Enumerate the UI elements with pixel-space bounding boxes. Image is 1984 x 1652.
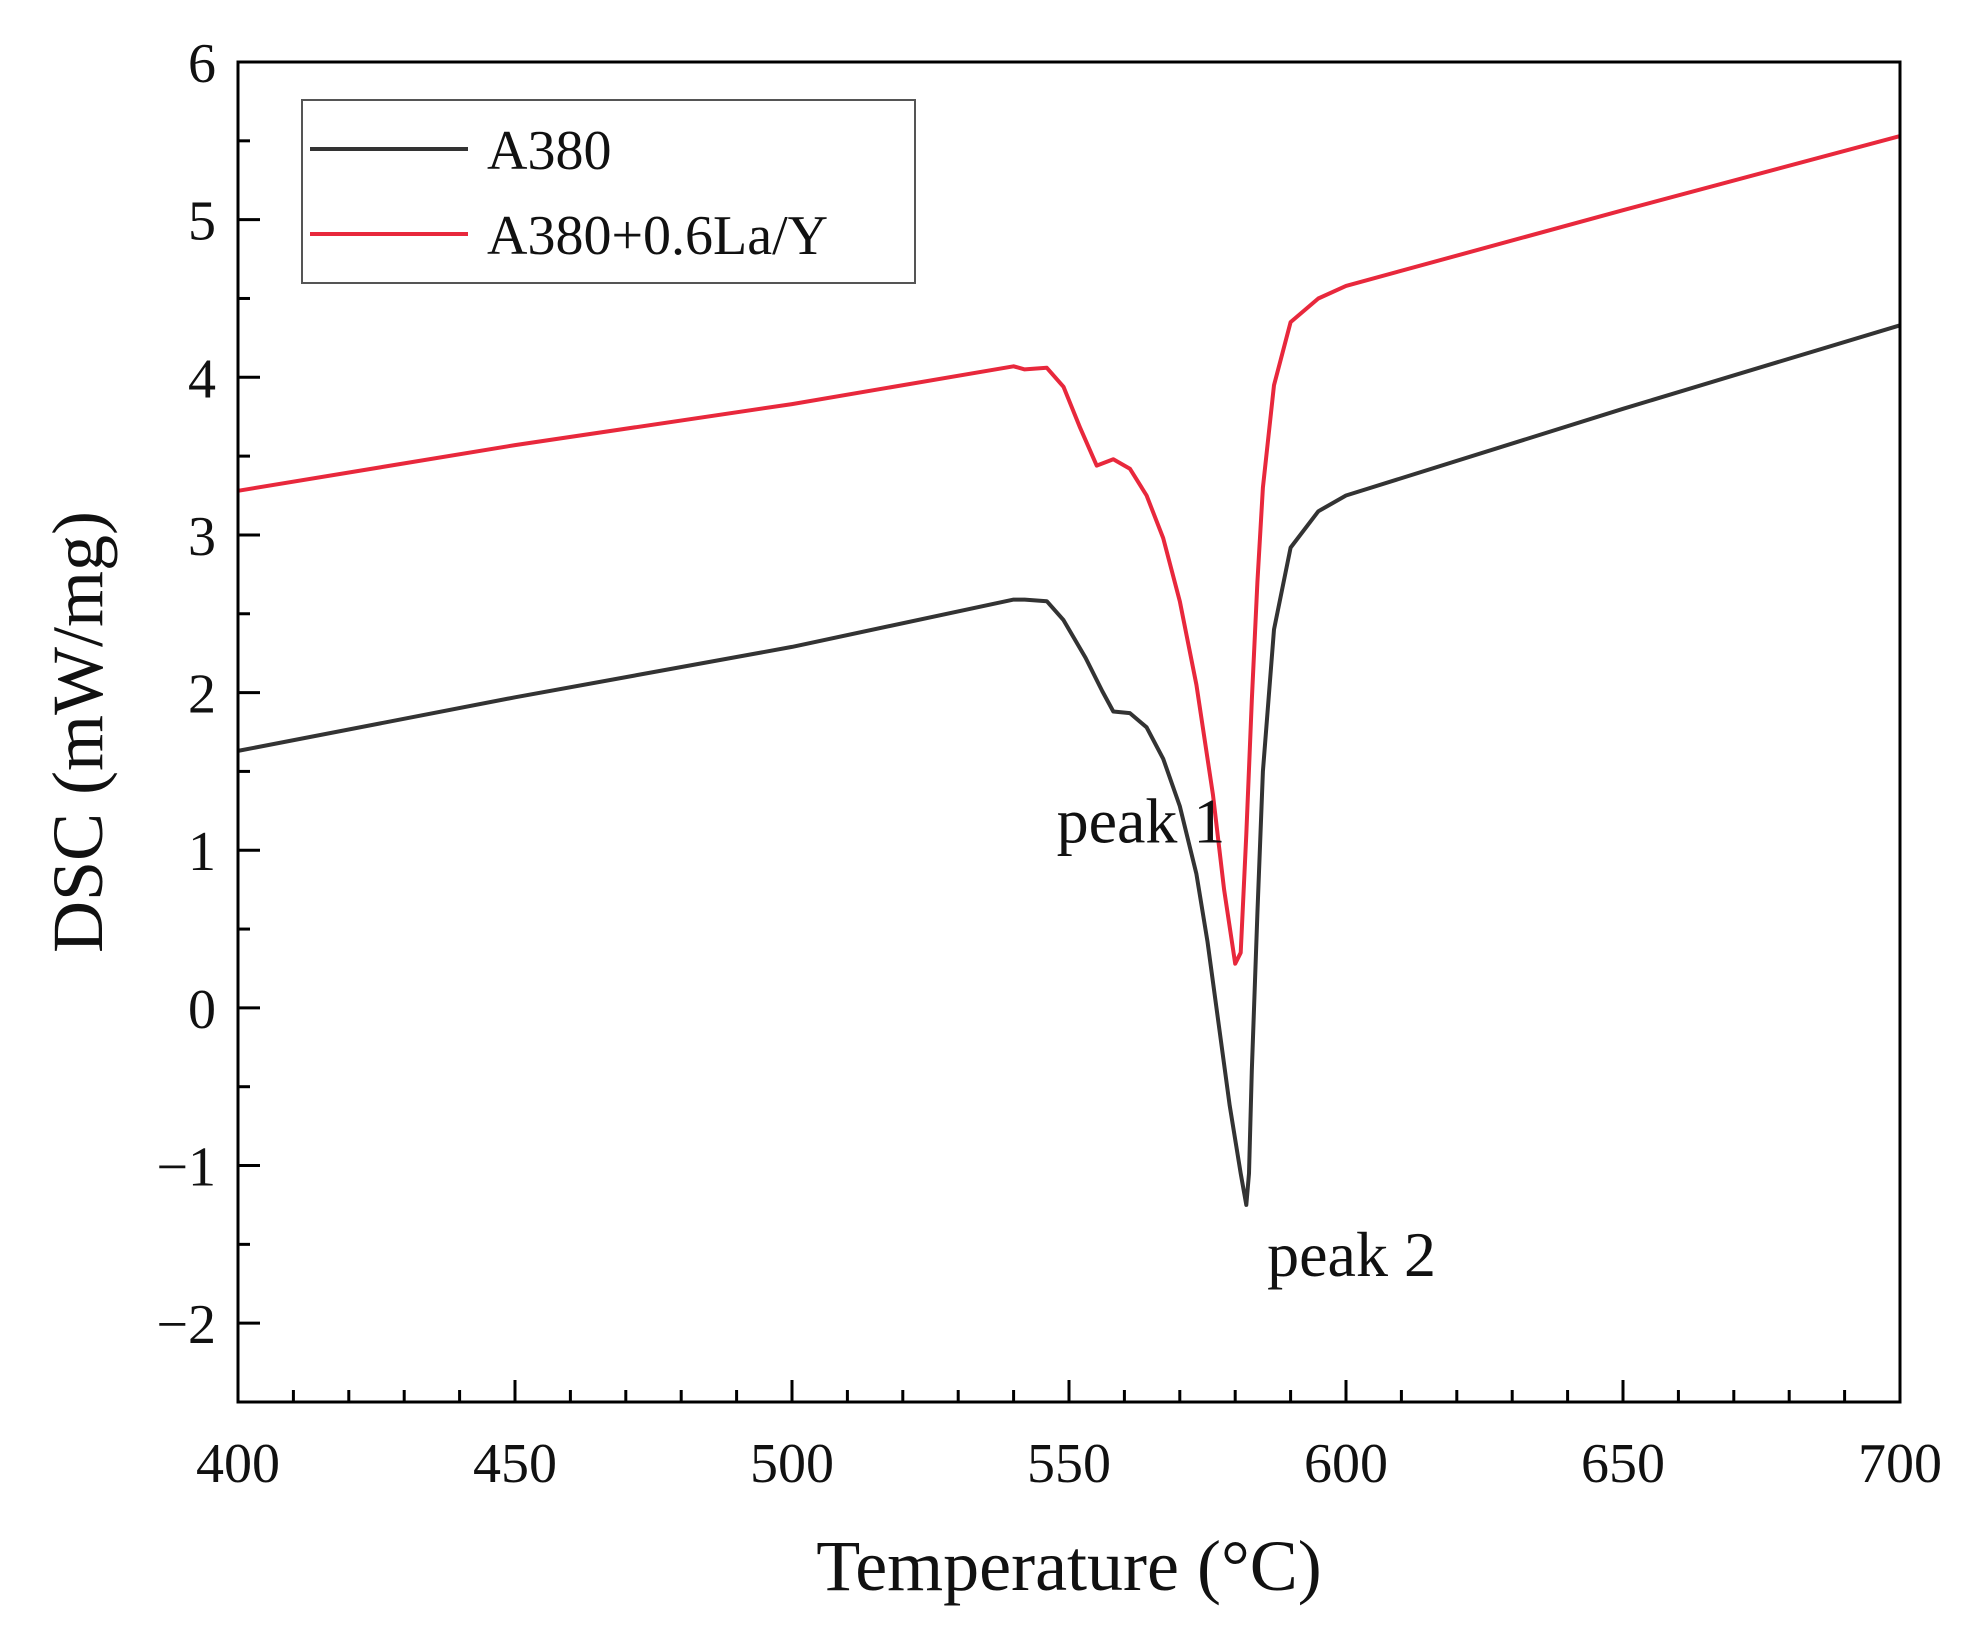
y-tick-label: 6 [188,33,216,95]
x-tick-label: 550 [1027,1433,1111,1495]
axis-ticks [236,60,1902,1404]
y-tick-label: −2 [156,1294,216,1356]
x-tick-label: 650 [1581,1433,1665,1495]
series-line-a380 [237,323,1901,1207]
x-tick-label: 450 [473,1433,557,1495]
x-tick-label: 400 [196,1433,280,1495]
annotations: peak 1 peak 2 [1057,785,1436,1290]
tick-labels: 400 450 500 550 600 650 700 −2 −1 0 1 2 3 4 5 6 [156,33,1942,1495]
y-tick-label: −1 [156,1137,216,1199]
y-tick-label: 1 [188,821,216,883]
legend-label-a380: A380 [487,120,611,182]
annotation-peak-1: peak 1 [1057,785,1226,856]
x-tick-label: 500 [750,1433,834,1495]
y-tick-label: 0 [188,979,216,1041]
series-layer [237,134,1901,1207]
legend-box [301,99,916,284]
legend-label-a380-la-y: A380+0.6La/Y [487,205,828,267]
plot-frame [236,60,1902,1404]
x-axis-title: Temperature (°C) [816,1526,1322,1606]
annotation-peak-2: peak 2 [1267,1219,1436,1290]
x-tick-label: 700 [1858,1433,1942,1495]
y-tick-label: 4 [188,348,216,410]
y-tick-label: 3 [188,506,216,568]
legend: A380 A380+0.6La/Y [301,99,916,284]
x-tick-label: 600 [1304,1433,1388,1495]
y-axis-title: DSC (mW/mg) [38,511,118,953]
y-tick-label: 2 [188,664,216,726]
series-line-a380-la-y [237,134,1901,966]
y-tick-label: 5 [188,191,216,253]
